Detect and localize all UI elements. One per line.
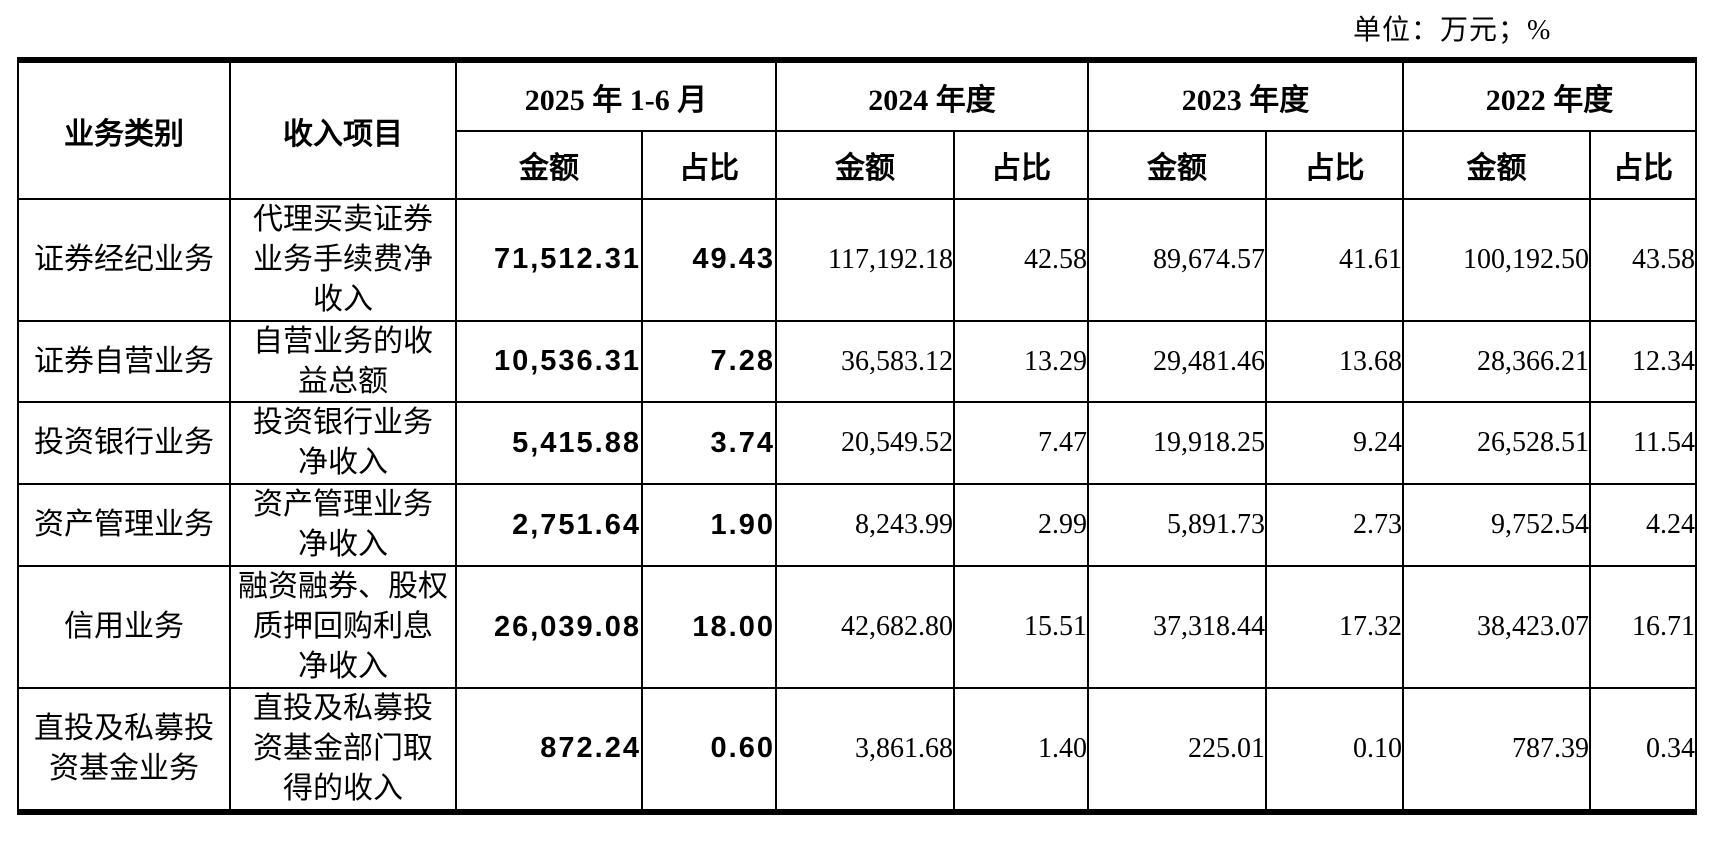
amount-cell: 28,366.21 [1402, 319, 1591, 404]
amount-cell: 100,192.50 [1402, 198, 1591, 322]
ratio-cell: 18.00 [641, 565, 777, 689]
header-business-category: 业务类别 [17, 59, 231, 200]
ratio-cell: 4.24 [1589, 483, 1697, 568]
amount-cell: 3,861.68 [775, 686, 955, 813]
header-amount-2025: 金额 [455, 130, 643, 200]
ratio-cell: 13.68 [1265, 319, 1404, 404]
amount-cell: 9,752.54 [1402, 483, 1591, 568]
amount-cell: 20,549.52 [775, 401, 955, 486]
table-row: 证券自营业务 自营业务的收 益总额 10,536.31 7.28 36,583.12 13… [17, 319, 1697, 404]
amount-cell: 787.39 [1402, 686, 1591, 813]
amount-cell: 37,318.44 [1087, 565, 1267, 689]
ratio-cell: 0.34 [1589, 686, 1697, 813]
ratio-cell: 13.29 [953, 319, 1089, 404]
item-cell: 代理买卖证券 业务手续费净 收入 [229, 198, 457, 322]
amount-cell: 42,682.80 [775, 565, 955, 689]
table-row: 证券经纪业务 代理买卖证券 业务手续费净 收入 71,512.31 49.43 117,… [17, 198, 1697, 322]
amount-cell: 36,583.12 [775, 319, 955, 404]
amount-cell: 71,512.31 [455, 198, 643, 322]
ratio-cell: 2.99 [953, 483, 1089, 568]
ratio-cell: 12.34 [1589, 319, 1697, 404]
ratio-cell: 1.40 [953, 686, 1089, 813]
header-ratio-2025: 占比 [641, 130, 777, 200]
header-ratio-2024: 占比 [953, 130, 1089, 200]
header-period-2025: 2025 年 1-6 月 [455, 59, 777, 132]
header-row-periods: 业务类别 收入项目 2025 年 1-6 月 2024 年度 2023 年度 2… [17, 59, 1697, 200]
item-cell: 直投及私募投 资基金部门取 得的收入 [229, 686, 457, 813]
ratio-cell: 49.43 [641, 198, 777, 322]
amount-cell: 5,891.73 [1087, 483, 1267, 568]
ratio-cell: 1.90 [641, 483, 777, 568]
header-amount-2023: 金额 [1087, 130, 1267, 200]
amount-cell: 26,039.08 [455, 565, 643, 689]
amount-cell: 225.01 [1087, 686, 1267, 813]
ratio-cell: 7.47 [953, 401, 1089, 486]
ratio-cell: 17.32 [1265, 565, 1404, 689]
category-cell: 资产管理业务 [17, 483, 231, 568]
amount-cell: 26,528.51 [1402, 401, 1591, 486]
item-cell: 投资银行业务 净收入 [229, 401, 457, 486]
amount-cell: 117,192.18 [775, 198, 955, 322]
header-amount-2024: 金额 [775, 130, 955, 200]
amount-cell: 19,918.25 [1087, 401, 1267, 486]
unit-label: 单位：万元；% [1353, 15, 1552, 46]
ratio-cell: 0.10 [1265, 686, 1404, 813]
amount-cell: 38,423.07 [1402, 565, 1591, 689]
category-cell: 直投及私募投 资基金业务 [17, 686, 231, 813]
amount-cell: 872.24 [455, 686, 643, 813]
item-cell: 融资融券、股权 质押回购利息 净收入 [229, 565, 457, 689]
revenue-breakdown-table: 业务类别 收入项目 2025 年 1-6 月 2024 年度 2023 年度 2… [17, 57, 1697, 815]
table-row: 信用业务 融资融券、股权 质押回购利息 净收入 26,039.08 18.00 42,6… [17, 565, 1697, 689]
item-cell: 资产管理业务 净收入 [229, 483, 457, 568]
table-row: 资产管理业务 资产管理业务 净收入 2,751.64 1.90 8,243.99 2.99… [17, 483, 1697, 568]
ratio-cell: 15.51 [953, 565, 1089, 689]
table-row: 直投及私募投 资基金业务 直投及私募投 资基金部门取 得的收入 872.24 0.60… [17, 686, 1697, 813]
header-period-2022: 2022 年度 [1402, 59, 1697, 132]
ratio-cell: 2.73 [1265, 483, 1404, 568]
ratio-cell: 16.71 [1589, 565, 1697, 689]
amount-cell: 2,751.64 [455, 483, 643, 568]
table-body: 证券经纪业务 代理买卖证券 业务手续费净 收入 71,512.31 49.43 117,… [17, 198, 1697, 813]
category-cell: 证券自营业务 [17, 319, 231, 404]
header-period-2023: 2023 年度 [1087, 59, 1404, 132]
header-row-measures: 金额 占比 金额 占比 金额 占比 金额 占比 [18, 130, 1697, 200]
ratio-cell: 41.61 [1265, 198, 1404, 322]
ratio-cell: 42.58 [953, 198, 1089, 322]
ratio-cell: 11.54 [1589, 401, 1697, 486]
header-amount-2022: 金额 [1402, 130, 1591, 200]
amount-cell: 8,243.99 [775, 483, 955, 568]
ratio-cell: 0.60 [641, 686, 777, 813]
amount-cell: 29,481.46 [1087, 319, 1267, 404]
amount-cell: 89,674.57 [1087, 198, 1267, 322]
item-cell: 自营业务的收 益总额 [229, 319, 457, 404]
ratio-cell: 7.28 [641, 319, 777, 404]
amount-cell: 5,415.88 [455, 401, 643, 486]
ratio-cell: 9.24 [1265, 401, 1404, 486]
amount-cell: 10,536.31 [455, 319, 643, 404]
header-revenue-item: 收入项目 [229, 59, 457, 200]
table-row: 投资银行业务 投资银行业务 净收入 5,415.88 3.74 20,549.52 7.4… [17, 401, 1697, 486]
header-period-2024: 2024 年度 [775, 59, 1089, 132]
ratio-cell: 3.74 [641, 401, 777, 486]
header-ratio-2023: 占比 [1265, 130, 1404, 200]
header-ratio-2022: 占比 [1589, 130, 1697, 200]
category-cell: 投资银行业务 [17, 401, 231, 486]
category-cell: 信用业务 [17, 565, 231, 689]
ratio-cell: 43.58 [1589, 198, 1697, 322]
category-cell: 证券经纪业务 [17, 198, 231, 322]
